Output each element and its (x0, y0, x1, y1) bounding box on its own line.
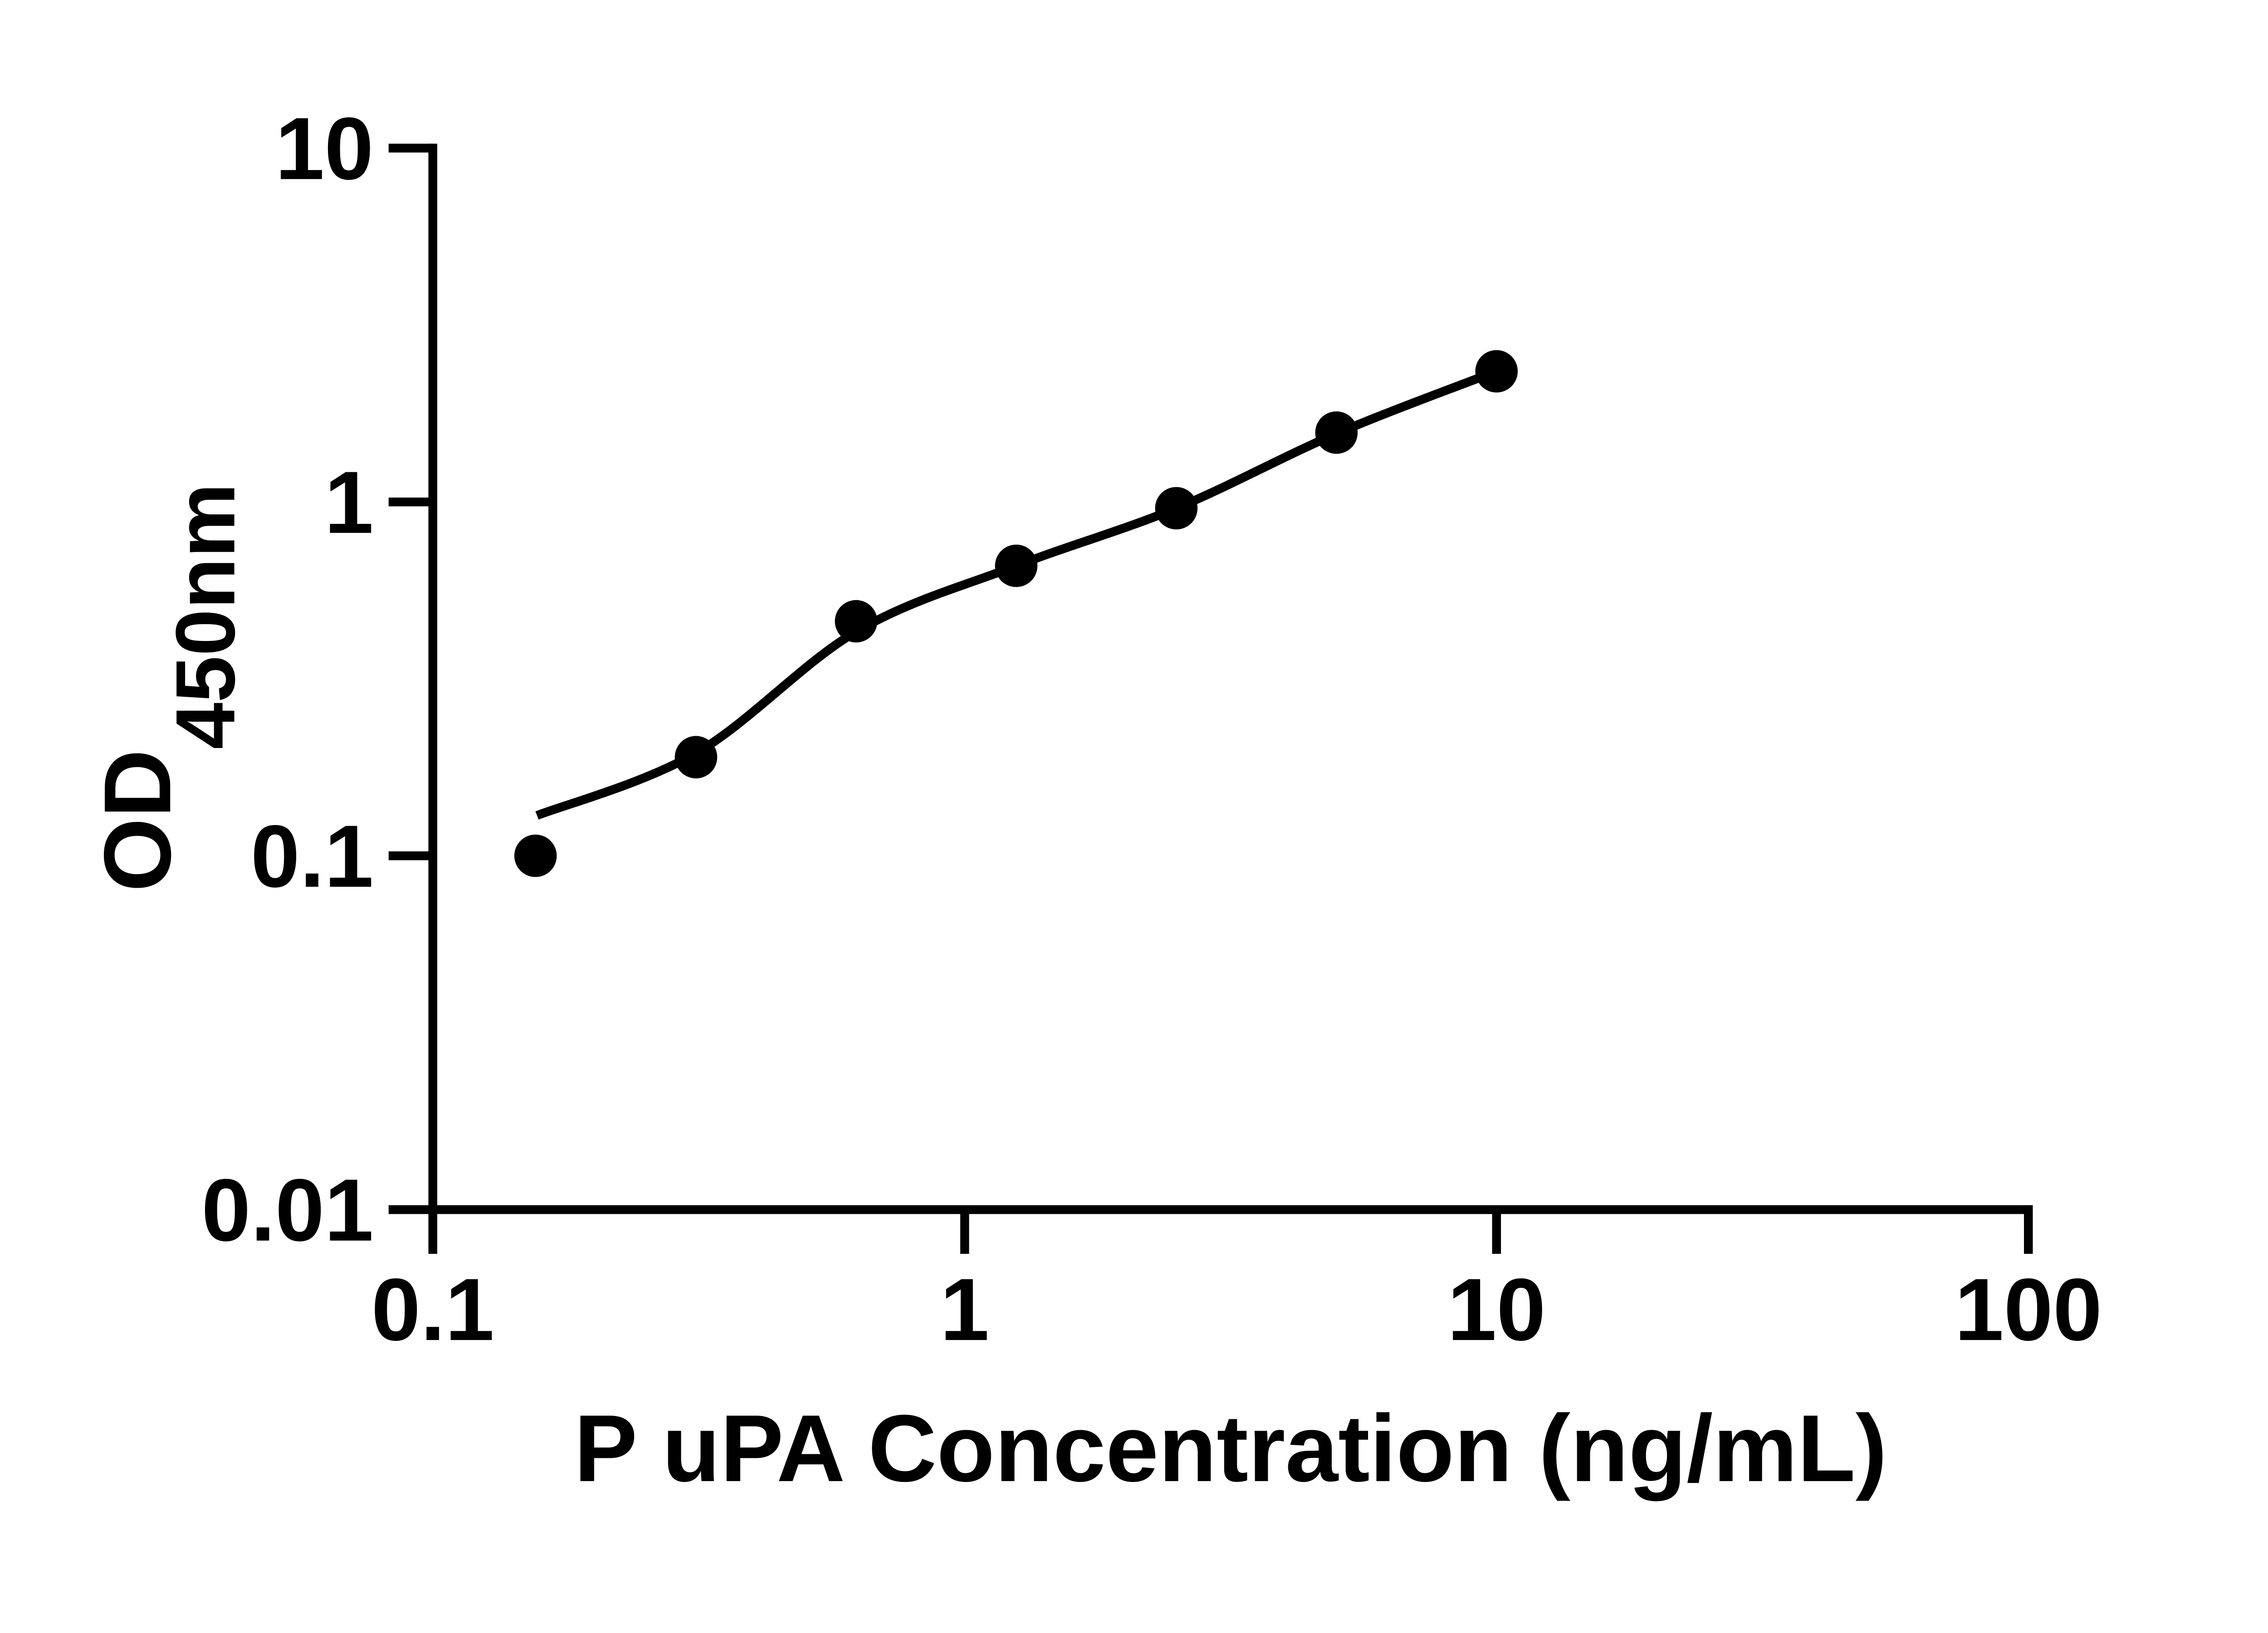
y-axis-title: OD450nm (84, 483, 252, 892)
y-axis-title-main: OD (84, 749, 191, 892)
elisa-standard-curve-figure: 0.01 0.1 1 10 0.1 1 10 100 P uPA Concentration (… (84, 99, 2102, 1502)
data-point (1315, 411, 1358, 454)
x-axis-title: P uPA Concentration (ng/mL) (574, 1395, 1887, 1501)
y-tick-label: 10 (275, 100, 374, 198)
x-tick-label: 0.1 (371, 1261, 494, 1359)
y-tick-label: 0.1 (251, 807, 374, 906)
x-tick-label: 1 (940, 1261, 989, 1359)
data-point (1155, 487, 1198, 530)
data-point (835, 600, 878, 643)
data-point (514, 834, 557, 877)
y-tick-label: 1 (324, 454, 373, 552)
y-axis-title-subscript: 450nm (159, 483, 253, 749)
data-point (1475, 350, 1518, 393)
x-tick-label: 10 (1447, 1261, 1546, 1359)
y-tick-label: 0.01 (201, 1161, 373, 1260)
x-tick-label: 100 (1955, 1261, 2102, 1359)
data-point (995, 544, 1038, 587)
data-point (675, 736, 718, 778)
